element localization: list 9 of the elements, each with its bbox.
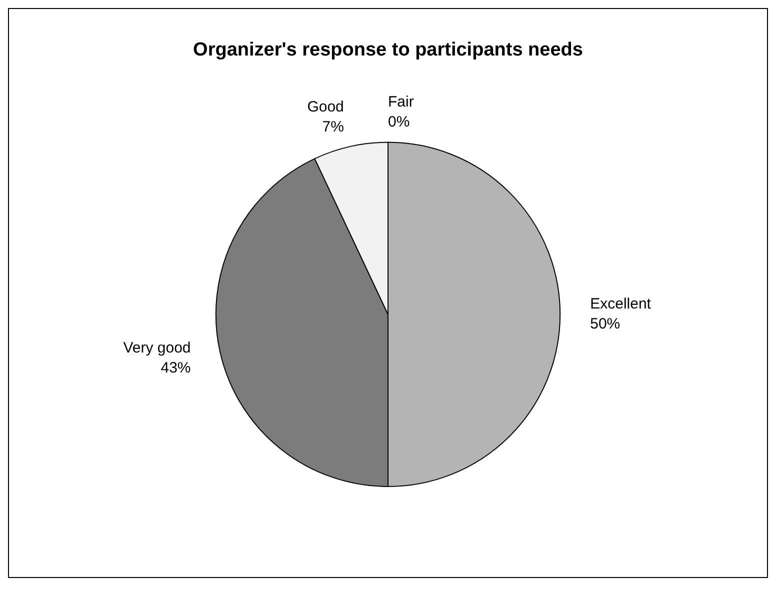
slice-label: Very good — [123, 340, 191, 357]
slice-label: Excellent — [590, 296, 652, 313]
chart-title: Organizer's response to participants needs — [193, 40, 583, 61]
data-label: 7% — [322, 118, 344, 136]
data-label: 50% — [590, 316, 620, 333]
slice-label: Good — [307, 98, 344, 116]
data-label: 43% — [160, 360, 191, 377]
category-label: Fair — [388, 93, 414, 110]
text: 0% — [388, 113, 410, 130]
